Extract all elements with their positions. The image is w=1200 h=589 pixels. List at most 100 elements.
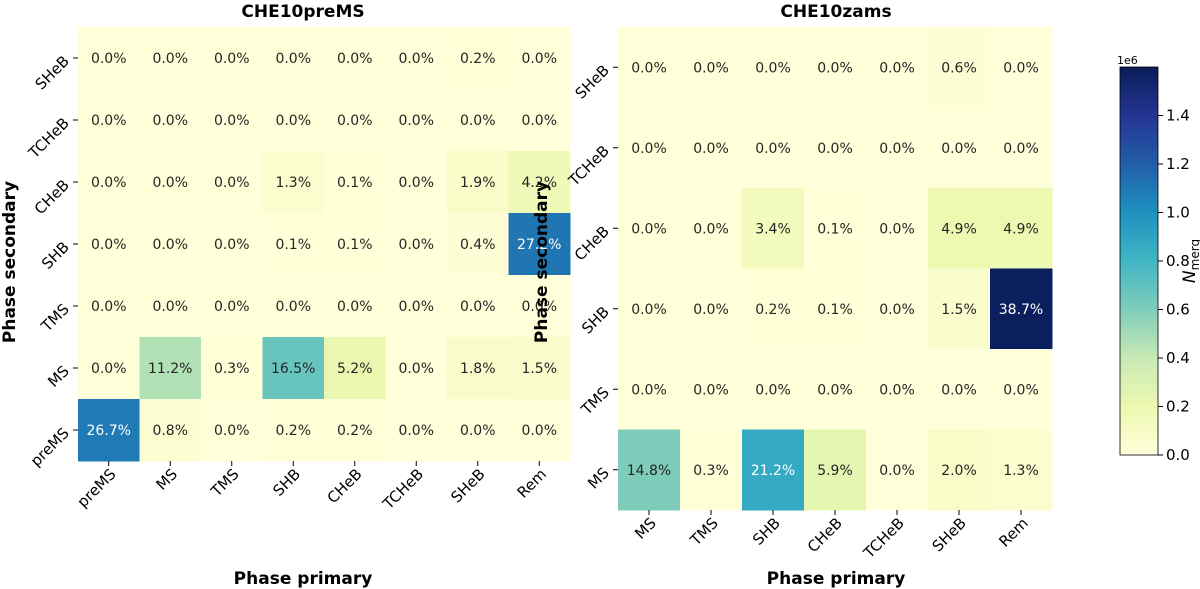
cell-label: 0.0% <box>879 302 915 318</box>
x-tick-label: SHeB <box>929 514 970 555</box>
heatmap-cell <box>866 349 929 430</box>
x-tick-label: Rem <box>514 465 550 501</box>
heatmap-cell <box>262 399 325 462</box>
x-tick-label: TMS <box>686 514 722 550</box>
cell-label: 2.0% <box>941 463 977 479</box>
cell-label: 0.1% <box>275 237 311 253</box>
cell-label: 0.3% <box>214 361 250 377</box>
y-axis-label-right: Phase secondary <box>532 181 552 343</box>
heatmap-cell <box>139 275 202 338</box>
x-tick-label: MS <box>631 514 660 543</box>
heatmap-cell <box>866 188 929 269</box>
cell-label: 0.0% <box>941 382 977 398</box>
cell-label: 0.3% <box>693 463 729 479</box>
heatmap-cell <box>385 89 448 152</box>
heatmap-cell <box>201 213 263 276</box>
cell-label: 0.0% <box>91 113 127 129</box>
heatmap-cell <box>680 429 743 511</box>
x-tick-label: CHeB <box>804 514 846 556</box>
cell-label: 0.0% <box>631 221 667 237</box>
colorbar-tick-label: 0.6 <box>1166 301 1190 319</box>
x-axis-label-left: Phase primary <box>234 569 373 589</box>
cell-label: 0.0% <box>460 299 496 315</box>
cell-label: 0.0% <box>337 113 373 129</box>
heatmap-cell <box>990 429 1053 511</box>
cell-label: 0.0% <box>693 302 729 318</box>
heatmap-cell <box>447 213 509 276</box>
cell-label: 0.0% <box>631 302 667 318</box>
heatmap-che10zams: 0.0% 0.0% 0.0% 0.0% 0.0% 0.6% 0.0% 0.0% 0.0% 0.0%… <box>564 27 1053 563</box>
cell-label: 0.0% <box>521 423 557 439</box>
cell-label: 0.0% <box>631 382 667 398</box>
heatmap-cell <box>447 275 509 338</box>
y-tick-label: SHB <box>578 303 613 338</box>
heatmap-cell <box>866 27 929 108</box>
cell-label: 1.3% <box>1003 463 1039 479</box>
y-tick-label: CHeB <box>571 222 613 264</box>
cell-label: 0.0% <box>1003 141 1039 157</box>
cell-label: 4.2% <box>521 175 557 191</box>
heatmap-cell <box>78 27 140 90</box>
cell-label: 0.0% <box>152 51 188 67</box>
heatmap-cell <box>78 399 140 462</box>
cell-label: 0.0% <box>693 141 729 157</box>
cell-label: 0.2% <box>275 423 311 439</box>
cell-label: 0.1% <box>817 302 853 318</box>
heatmap-cell <box>508 213 571 276</box>
colorbar-tick-label: 0.8 <box>1166 252 1190 270</box>
cell-label: 0.0% <box>817 382 853 398</box>
cell-label: 0.0% <box>398 361 434 377</box>
cell-label: 0.0% <box>91 361 127 377</box>
cell-label: 0.0% <box>1003 60 1039 76</box>
heatmap-cell <box>618 107 681 189</box>
heatmap-cell <box>262 275 325 338</box>
cell-label: 0.0% <box>214 299 250 315</box>
cell-label: 0.0% <box>398 113 434 129</box>
heatmap-cell <box>324 151 386 214</box>
cell-label: 16.5% <box>271 361 315 377</box>
heatmap-cell <box>742 107 805 189</box>
chart-title-left: CHE10preMS <box>241 2 364 22</box>
cell-label: 5.9% <box>817 463 853 479</box>
heatmap-cell <box>385 151 448 214</box>
x-tick-label: TCHeB <box>859 514 907 562</box>
cell-label: 1.9% <box>460 175 496 191</box>
heatmap-cell <box>262 151 325 214</box>
heatmap-cell <box>262 213 325 276</box>
heatmap-cell <box>385 213 448 276</box>
heatmap-cell <box>804 349 867 430</box>
heatmap-cell <box>928 107 991 189</box>
y-tick-label: TCHeB <box>564 142 612 190</box>
cell-label: 0.2% <box>755 302 791 318</box>
cell-label: 0.0% <box>521 51 557 67</box>
cell-label: 0.0% <box>693 382 729 398</box>
heatmap-cell <box>78 275 140 338</box>
heatmap-cell <box>618 429 681 511</box>
cell-label: 0.1% <box>817 221 853 237</box>
colorbar-tick-label: 0.2 <box>1166 398 1190 416</box>
y-tick-label: CHeB <box>31 176 73 218</box>
cell-label: 0.0% <box>91 51 127 67</box>
cell-label: 1.5% <box>941 302 977 318</box>
heatmap-cell <box>618 188 681 269</box>
heatmap-cell <box>990 188 1053 269</box>
colorbar-label-main: N <box>1180 270 1200 283</box>
cell-label: 0.0% <box>275 113 311 129</box>
heatmap-cell <box>324 337 386 400</box>
heatmap-cell <box>618 268 681 350</box>
colorbar-ticks: 0.0 0.2 0.4 0.6 0.8 1.0 1.2 1.4 <box>1158 107 1190 464</box>
y-tick-label: MS <box>584 464 613 493</box>
cell-label: 0.6% <box>941 60 977 76</box>
heatmap-cell <box>866 268 929 350</box>
x-tick-label: TCHeB <box>379 465 427 513</box>
cell-label: 0.0% <box>214 175 250 191</box>
heatmap-cell <box>804 27 867 108</box>
cell-label: 0.0% <box>337 299 373 315</box>
heatmap-cell <box>680 349 743 430</box>
cell-label: 0.0% <box>152 175 188 191</box>
y-tick-label: preMS <box>27 424 73 470</box>
cell-label: 0.0% <box>755 141 791 157</box>
x-tick-label: Rem <box>995 514 1031 550</box>
x-tick-label: SHB <box>269 465 304 500</box>
heatmap-cell <box>78 151 140 214</box>
